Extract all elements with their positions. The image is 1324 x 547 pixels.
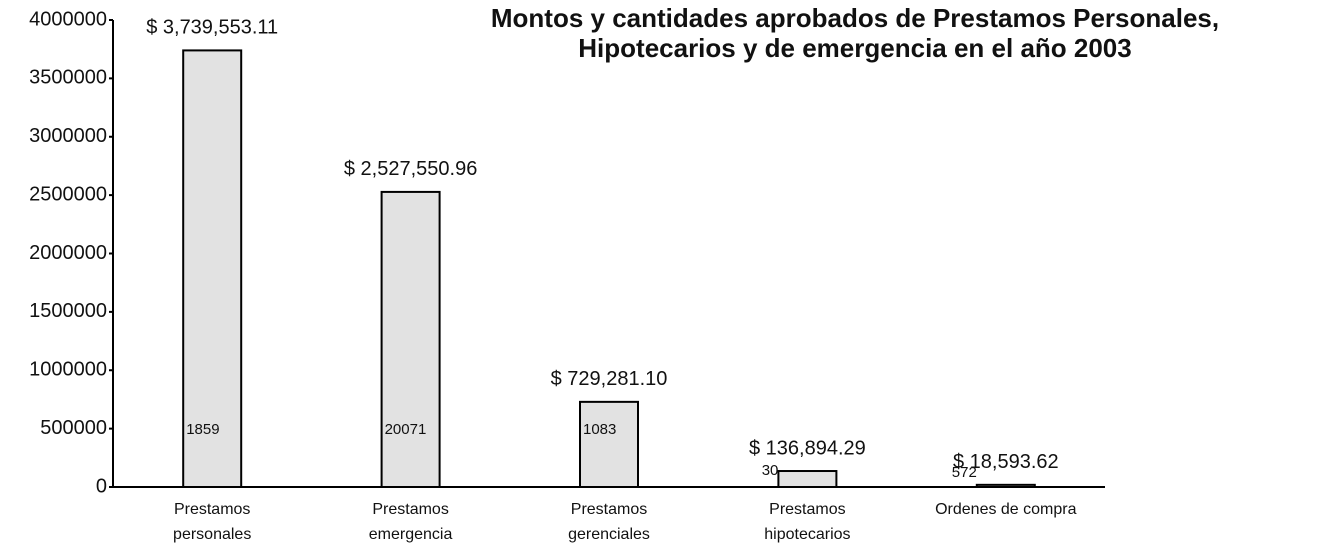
value-label: $ 3,739,553.11 (146, 17, 278, 39)
x-tick-label: Ordenes de compra (935, 501, 1077, 518)
x-tick-label: Prestamos (372, 501, 448, 518)
value-label: $ 18,593.62 (953, 451, 1059, 473)
x-tick-label: emergencia (369, 526, 453, 543)
y-tick-label: 2500000 (29, 183, 107, 205)
count-label: 1083 (583, 421, 616, 438)
bar (777, 470, 838, 488)
y-tick-label: 3000000 (29, 125, 107, 147)
x-tick-label: Prestamos (769, 501, 845, 518)
y-tick-label: 0 (96, 475, 107, 497)
bar (579, 400, 639, 489)
bar (182, 49, 243, 489)
y-tick-label: 1500000 (29, 300, 107, 322)
count-label: 30 (762, 462, 779, 479)
x-tick-label: Prestamos (174, 501, 250, 518)
chart-title: Montos y cantidades aprobados de Prestam… (491, 3, 1219, 33)
count-label: 572 (952, 464, 977, 481)
x-tick-label: Prestamos (571, 501, 647, 518)
value-label: $ 2,527,550.96 (344, 158, 477, 180)
x-tick-label: personales (173, 526, 251, 543)
count-label: 1859 (186, 421, 219, 438)
y-tick-label: 4000000 (29, 8, 107, 30)
value-label: $ 729,281.10 (551, 368, 668, 390)
y-tick-label: 1000000 (29, 359, 107, 381)
y-tick-label: 3500000 (29, 67, 107, 89)
bar (380, 190, 441, 489)
value-label: $ 136,894.29 (749, 437, 866, 459)
x-tick-label: gerenciales (568, 526, 650, 543)
y-tick-label: 500000 (40, 417, 107, 439)
bar (975, 483, 1036, 488)
y-tick-label: 2000000 (29, 242, 107, 264)
chart-title: Hipotecarios y de emergencia en el año 2… (578, 33, 1131, 63)
count-label: 20071 (385, 421, 427, 438)
x-tick-label: hipotecarios (764, 526, 850, 543)
